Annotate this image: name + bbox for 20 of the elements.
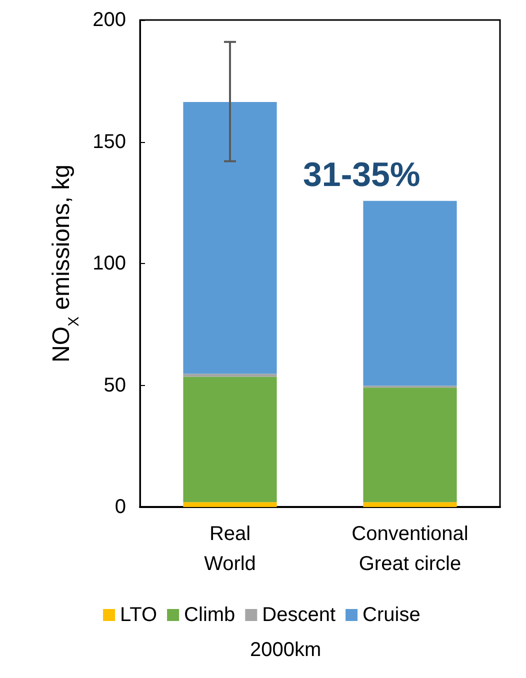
bar (363, 388, 457, 502)
y-axis-title: NOX emissions, kg (48, 164, 83, 363)
bar (183, 102, 277, 374)
legend-label: LTO (120, 604, 158, 626)
y-tick-label: 200 (92, 9, 126, 31)
y-tick-label: 50 (104, 374, 126, 396)
y-tick-label: 150 (92, 130, 126, 153)
y-tick-label: 0 (114, 496, 126, 518)
bar (183, 376, 277, 502)
bar (363, 200, 457, 386)
legend-label: Descent (262, 604, 336, 626)
bar (183, 502, 277, 507)
x-tick-label: Conventional Great circle (352, 523, 468, 575)
x-tick-label: Real World (204, 523, 256, 575)
bar (363, 502, 457, 507)
text: 2000km (250, 639, 322, 661)
legend-label: Cruise (362, 604, 420, 626)
annotation: 31-35% (303, 156, 420, 194)
y-tick-label: 100 (92, 252, 126, 274)
legend-label: Climb (184, 604, 236, 626)
